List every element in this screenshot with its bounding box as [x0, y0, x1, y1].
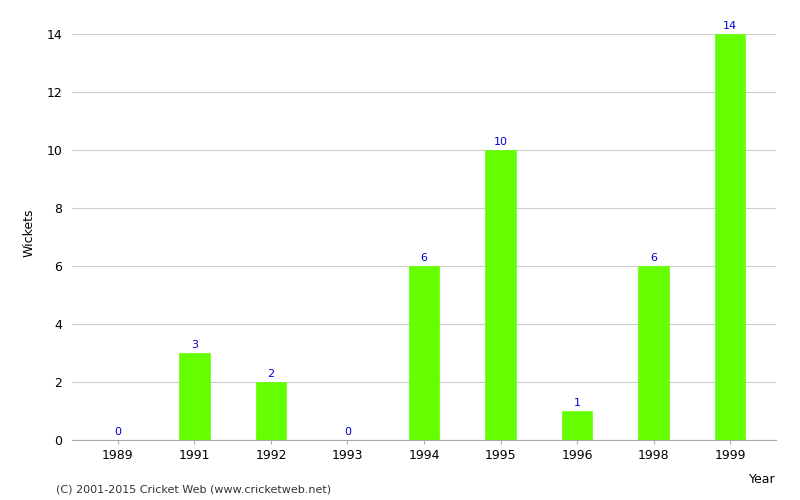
Text: 1: 1: [574, 398, 581, 408]
Text: 3: 3: [191, 340, 198, 350]
Bar: [714, 34, 746, 440]
Text: (C) 2001-2015 Cricket Web (www.cricketweb.net): (C) 2001-2015 Cricket Web (www.cricketwe…: [56, 485, 331, 495]
Text: 6: 6: [650, 253, 657, 263]
Text: 14: 14: [723, 21, 737, 31]
Text: 2: 2: [267, 369, 274, 379]
Y-axis label: Wickets: Wickets: [22, 208, 35, 257]
Text: Year: Year: [750, 473, 776, 486]
Bar: [179, 353, 210, 440]
Text: 0: 0: [114, 427, 122, 437]
Bar: [256, 382, 286, 440]
Text: 10: 10: [494, 137, 507, 147]
Bar: [409, 266, 439, 440]
Text: 6: 6: [421, 253, 427, 263]
Bar: [638, 266, 669, 440]
Bar: [486, 150, 516, 440]
Text: 0: 0: [344, 427, 351, 437]
Bar: [562, 411, 592, 440]
